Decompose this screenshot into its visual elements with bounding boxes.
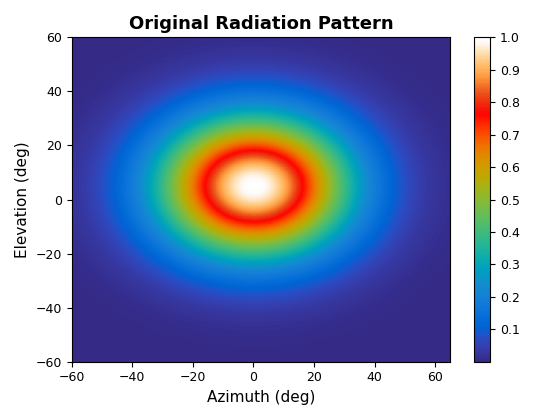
Title: Original Radiation Pattern: Original Radiation Pattern xyxy=(129,15,393,33)
X-axis label: Azimuth (deg): Azimuth (deg) xyxy=(207,390,315,405)
Y-axis label: Elevation (deg): Elevation (deg) xyxy=(15,141,30,258)
